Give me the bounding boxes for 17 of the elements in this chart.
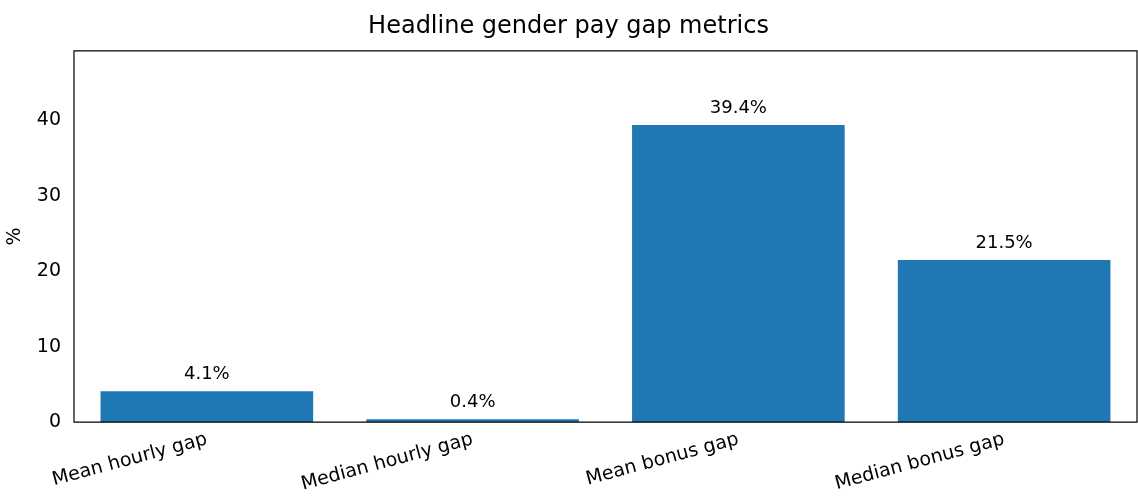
data-label: 4.1% [183,361,230,383]
chart-title: Headline gender pay gap metrics [368,10,769,39]
bar [100,391,314,423]
y-tick-label: 40 [36,107,61,130]
x-tick-label: Mean bonus gap [583,426,741,489]
bar [366,419,579,423]
bar [897,260,1111,423]
y-tick-label: 30 [36,182,61,205]
bar [632,125,845,423]
data-label: 39.4% [709,95,767,117]
y-axis-title: % [2,227,25,246]
y-tick-label: 20 [36,258,61,281]
y-tick-label: 10 [36,333,61,356]
data-label: 21.5% [975,230,1033,252]
x-tick-label: Median bonus gap [832,426,1007,494]
data-label: 0.4% [449,389,496,411]
x-tick-label: Median hourly gap [298,426,475,494]
